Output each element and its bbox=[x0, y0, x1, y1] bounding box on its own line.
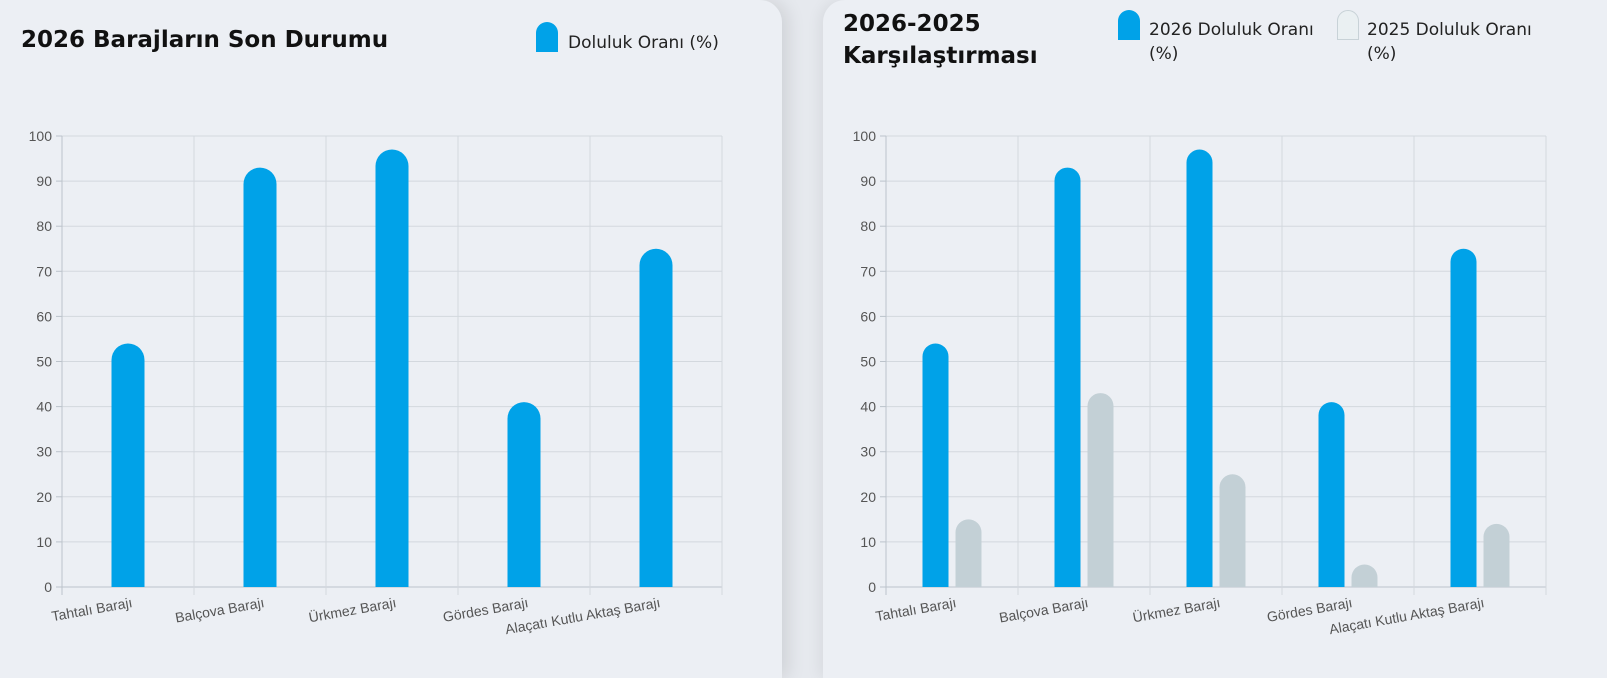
y-tick-label: 20 bbox=[860, 489, 876, 505]
y-tick-label: 0 bbox=[44, 579, 52, 595]
y-tick-label: 80 bbox=[860, 218, 876, 234]
legend-label-2025-line-1: 2025 Doluluk Oranı bbox=[1367, 20, 1532, 40]
x-tick-label: Tahtalı Barajı bbox=[874, 594, 957, 624]
bar-chart-current: 0 10 20 30 40 50 60 70 80 90 100 Tahtalı Barajı Balç… bbox=[29, 128, 723, 637]
chart-title: 2026-2025 Karşılaştırması bbox=[843, 8, 1038, 72]
bar-secondary bbox=[955, 519, 982, 587]
legend-label-2026-line-1: 2026 Doluluk Oranı bbox=[1149, 20, 1314, 40]
dam-status-card: 2026 Barajların Son Durumu Doluluk Oranı… bbox=[0, 0, 782, 678]
chart-title: 2026 Barajların Son Durumu bbox=[21, 27, 389, 53]
y-tick-label: 20 bbox=[36, 489, 52, 505]
y-tick-label: 60 bbox=[36, 308, 52, 324]
bar-primary bbox=[243, 167, 277, 587]
x-tick-label: Balçova Barajı bbox=[998, 594, 1090, 625]
legend-label-2025-line-2: (%) bbox=[1367, 44, 1397, 64]
y-tick-label: 10 bbox=[36, 534, 52, 550]
bar-primary bbox=[375, 149, 409, 587]
y-tick-label: 50 bbox=[860, 354, 876, 370]
y-tick-label: 100 bbox=[29, 128, 53, 144]
legend-label-2026: 2026 Doluluk Oranı (%) bbox=[1149, 18, 1314, 66]
y-tick-label: 90 bbox=[36, 173, 52, 189]
bar-secondary bbox=[1351, 564, 1378, 587]
y-tick-label: 60 bbox=[860, 308, 876, 324]
bar-primary bbox=[111, 343, 145, 587]
bar-primary bbox=[922, 343, 949, 587]
comparison-card: 2026-2025 Karşılaştırması 2026 Doluluk O… bbox=[823, 0, 1607, 678]
legend-label-2025: 2025 Doluluk Oranı (%) bbox=[1367, 18, 1532, 66]
chart-title-line-2: Karşılaştırması bbox=[843, 43, 1038, 69]
y-tick-label: 70 bbox=[36, 263, 52, 279]
bar-secondary bbox=[1087, 393, 1114, 587]
bar-secondary bbox=[1483, 523, 1510, 587]
bar-chart-comparison: 0 10 20 30 40 50 60 70 80 90 100 Tahtalı Barajı Balç… bbox=[853, 128, 1547, 637]
y-tick-label: 90 bbox=[860, 173, 876, 189]
x-tick-label: Tahtalı Barajı bbox=[50, 594, 133, 624]
y-tick-label: 10 bbox=[860, 534, 876, 550]
y-tick-label: 70 bbox=[860, 263, 876, 279]
y-tick-label: 30 bbox=[36, 444, 52, 460]
x-tick-label: Balçova Barajı bbox=[174, 594, 266, 625]
y-tick-label: 100 bbox=[853, 128, 877, 144]
bar-secondary bbox=[1219, 474, 1246, 587]
legend-label: Doluluk Oranı (%) bbox=[568, 33, 719, 53]
chart-title-line-1: 2026-2025 bbox=[843, 11, 981, 37]
y-tick-label: 50 bbox=[36, 354, 52, 370]
legend-swatch-2025 bbox=[1337, 10, 1359, 40]
bar-primary bbox=[1186, 149, 1213, 587]
legend-label-2026-line-2: (%) bbox=[1149, 44, 1179, 64]
bar-primary bbox=[1054, 167, 1081, 588]
bar-primary bbox=[1318, 402, 1345, 587]
legend-swatch-2026 bbox=[1118, 10, 1140, 40]
y-tick-label: 0 bbox=[868, 579, 876, 595]
legend-swatch bbox=[536, 22, 558, 52]
bar-primary bbox=[639, 248, 673, 587]
bar-primary bbox=[1450, 248, 1477, 588]
y-tick-label: 80 bbox=[36, 218, 52, 234]
y-tick-label: 30 bbox=[860, 444, 876, 460]
bar-primary bbox=[507, 402, 541, 587]
x-tick-label: Ürkmez Barajı bbox=[307, 593, 397, 625]
y-tick-label: 40 bbox=[36, 399, 52, 415]
y-tick-label: 40 bbox=[860, 399, 876, 415]
x-tick-label: Ürkmez Barajı bbox=[1131, 593, 1221, 625]
